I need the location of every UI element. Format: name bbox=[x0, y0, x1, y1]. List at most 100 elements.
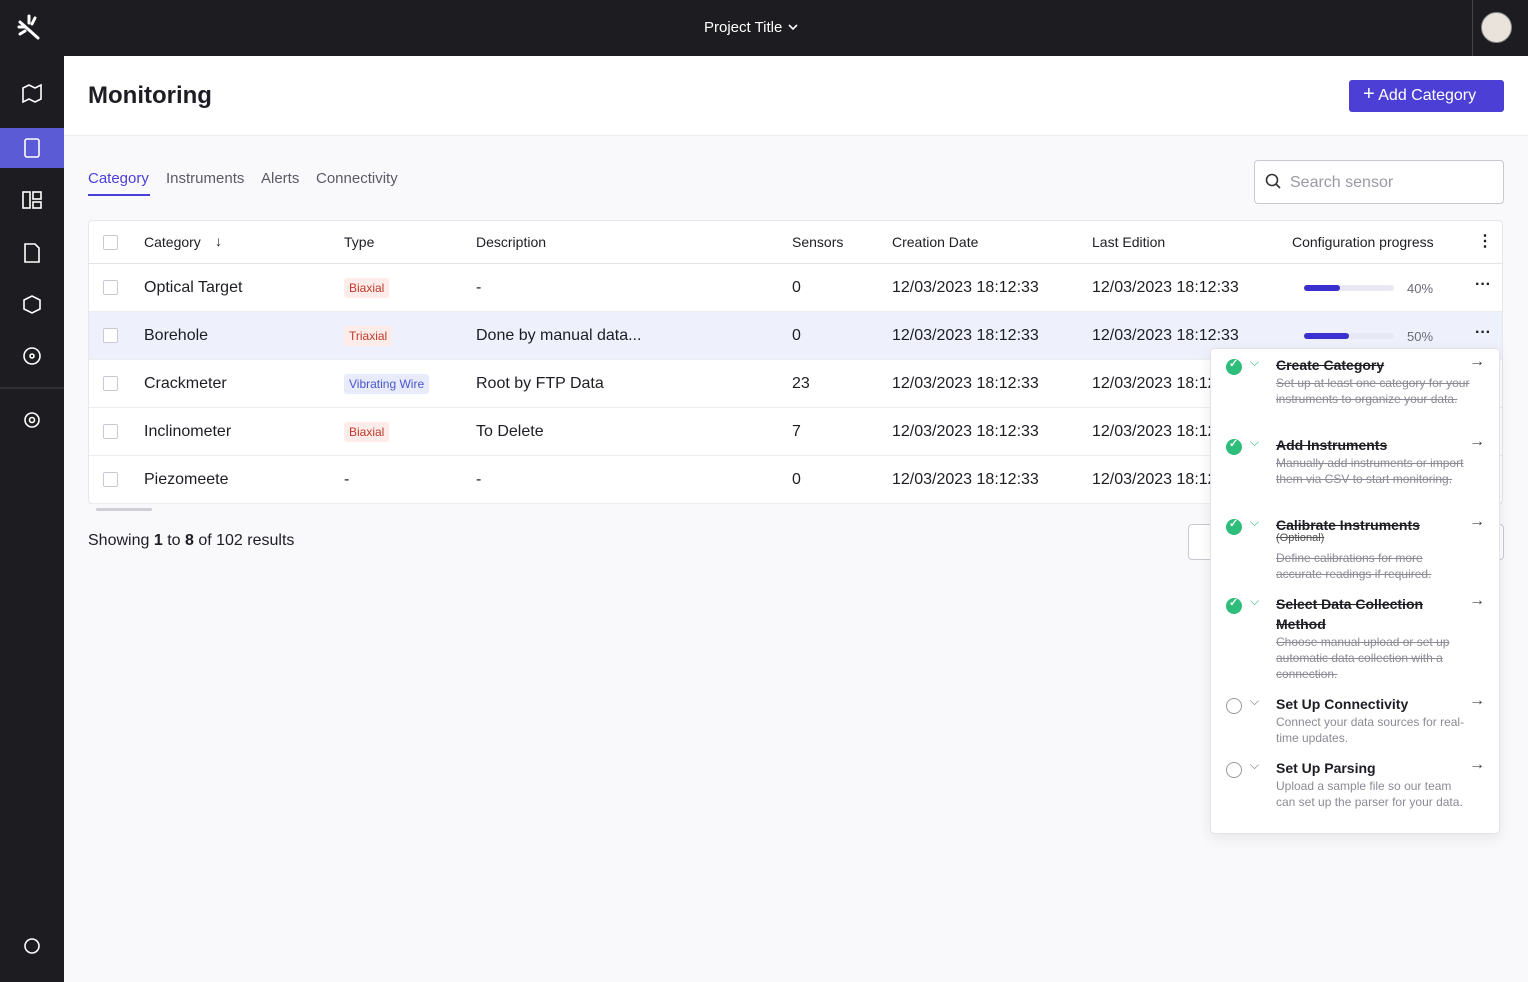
table-row[interactable]: Crackmeter Vibrating Wire Root by FTP Data… bbox=[89, 360, 1502, 408]
step[interactable]: ✓ ⌵ Select Data Collection Method Choose ma… bbox=[1211, 592, 1499, 681]
description: Done by manual data... bbox=[476, 327, 642, 344]
created: 12/03/2023 18:12:33 bbox=[892, 327, 1039, 344]
status-icon bbox=[1226, 698, 1242, 714]
step[interactable]: ✓ ⌵ Calibrate Instruments (Optional) Define … bbox=[1211, 513, 1499, 595]
column-header: Last Edition bbox=[1092, 234, 1166, 250]
text: Showing bbox=[88, 532, 150, 549]
checkbox[interactable] bbox=[103, 376, 118, 391]
add-category-button[interactable]: + Add Category bbox=[1349, 80, 1504, 112]
type-tag: Triaxial bbox=[344, 326, 393, 346]
step-title: Select Data Collection Method bbox=[1276, 596, 1424, 632]
column-header: Type bbox=[344, 234, 375, 250]
from: 1 bbox=[153, 532, 163, 549]
tab[interactable]: Alerts bbox=[261, 170, 300, 187]
step-title: Set Up Parsing bbox=[1276, 760, 1376, 776]
row-menu[interactable]: ··· bbox=[1475, 276, 1491, 293]
created: 12/03/2023 18:12:33 bbox=[892, 279, 1039, 296]
progress-label: 40% bbox=[1407, 281, 1434, 296]
checkbox[interactable] bbox=[103, 280, 118, 295]
text: of 102 results bbox=[198, 532, 295, 549]
avatar[interactable] bbox=[1481, 12, 1512, 43]
check: ✓ bbox=[1229, 518, 1239, 530]
step-arrow[interactable]: → bbox=[1469, 756, 1485, 773]
page-header: Monitoring + Add Category bbox=[64, 56, 1528, 136]
scrollbar bbox=[96, 508, 152, 511]
progress-track bbox=[1304, 285, 1394, 291]
nav-icons[interactable] bbox=[0, 56, 64, 982]
tab[interactable]: Connectivity bbox=[316, 170, 398, 187]
column-header: Description bbox=[476, 234, 547, 250]
column-header: Creation Date bbox=[892, 234, 979, 250]
chevron: ⌵ bbox=[1250, 515, 1260, 529]
button-label: Add Category bbox=[1378, 87, 1477, 104]
step-arrow[interactable]: → bbox=[1469, 513, 1485, 530]
step[interactable]: ✓ ⌵ Create Category Set up at least one cat… bbox=[1211, 353, 1499, 435]
step-arrow[interactable]: → bbox=[1469, 692, 1485, 709]
check: ✓ bbox=[1229, 438, 1239, 450]
progress-popover: ✓ ⌵ Create Category Set up at least one cat… bbox=[1210, 348, 1500, 834]
sensors: 23 bbox=[792, 375, 810, 392]
search-icon bbox=[1265, 173, 1281, 189]
checkbox[interactable] bbox=[103, 235, 118, 250]
edited: 12/03/2023 18:12:33 bbox=[1092, 423, 1239, 440]
type-tag: Biaxial bbox=[344, 422, 390, 442]
search-box[interactable]: Search sensor bbox=[1254, 160, 1504, 204]
column-menu[interactable]: ⋮ bbox=[1477, 233, 1493, 250]
chevron: ⌵ bbox=[1250, 694, 1260, 708]
sidebar bbox=[0, 56, 64, 982]
step-arrow[interactable]: → bbox=[1469, 353, 1485, 370]
to: 8 bbox=[184, 532, 194, 549]
step-title: Calibrate Instruments bbox=[1276, 517, 1420, 533]
tab[interactable]: Instruments bbox=[166, 170, 245, 187]
progress-label: 50% bbox=[1407, 329, 1434, 344]
table-row[interactable]: Optical Target Biaxial - 0 12/03/2023 18:12:… bbox=[89, 264, 1502, 312]
row-menu[interactable]: ··· bbox=[1475, 324, 1491, 341]
sensors: 0 bbox=[792, 327, 801, 344]
header-divider bbox=[89, 263, 1502, 264]
category: Borehole bbox=[144, 327, 209, 344]
edited: 12/03/2023 18:12:33 bbox=[1092, 375, 1239, 392]
checkbox[interactable] bbox=[103, 472, 118, 487]
step-description: Set up at least one category for your in… bbox=[1276, 376, 1470, 406]
type-tag: Biaxial bbox=[344, 278, 390, 298]
step[interactable]: ⌵ Set Up Parsing Upload a sample file so o… bbox=[1211, 756, 1499, 838]
status-icon bbox=[1226, 762, 1242, 778]
sort-arrow: ↓ bbox=[215, 233, 222, 249]
step-description: Manually add instruments or import them … bbox=[1276, 456, 1464, 486]
step-title: Set Up Connectivity bbox=[1276, 696, 1409, 712]
sensors: 7 bbox=[792, 423, 801, 440]
results-summary: Showing 1 to 8 of 102 results bbox=[88, 532, 294, 550]
chevron bbox=[787, 24, 798, 31]
step-optional: (Optional) bbox=[1276, 532, 1325, 544]
step-arrow[interactable]: → bbox=[1469, 433, 1485, 450]
table-row[interactable]: Inclinometer Biaxial To Delete 7 12/03/2023 … bbox=[89, 408, 1502, 456]
column-header: Sensors bbox=[792, 234, 844, 250]
description: - bbox=[476, 279, 482, 296]
check: ✓ bbox=[1229, 597, 1239, 609]
category: Optical Target bbox=[144, 279, 243, 296]
type: - bbox=[344, 471, 350, 488]
checkbox[interactable] bbox=[103, 328, 118, 343]
step[interactable]: ⌵ Set Up Connectivity Connect your data so… bbox=[1211, 692, 1499, 774]
sensors: 0 bbox=[792, 471, 801, 488]
edited: 12/03/2023 18:12:33 bbox=[1092, 471, 1239, 488]
table-row[interactable]: Piezomeete - - 0 12/03/2023 18:12:33 12/03/20… bbox=[89, 456, 1502, 504]
description: To Delete bbox=[476, 423, 544, 440]
top-bar: Project Title bbox=[0, 0, 1528, 56]
progress-bar bbox=[1304, 285, 1340, 291]
description: Root by FTP Data bbox=[476, 375, 604, 392]
progress-bar bbox=[1304, 333, 1349, 339]
project-title-text: Project Title bbox=[704, 19, 783, 36]
type-tag: Vibrating Wire bbox=[344, 374, 430, 394]
step[interactable]: ✓ ⌵ Add Instruments Manually add instrument… bbox=[1211, 433, 1499, 515]
active-nav bbox=[0, 128, 64, 168]
chevron: ⌵ bbox=[1250, 355, 1260, 369]
step-description: Define calibrations for more accurate re… bbox=[1276, 551, 1432, 581]
step-arrow[interactable]: → bbox=[1469, 592, 1485, 609]
tab[interactable]: Category bbox=[88, 170, 149, 187]
project-title[interactable]: Project Title bbox=[704, 19, 799, 36]
category: Inclinometer bbox=[144, 423, 232, 440]
chevron: ⌵ bbox=[1250, 758, 1260, 772]
description: - bbox=[476, 471, 482, 488]
checkbox[interactable] bbox=[103, 424, 118, 439]
